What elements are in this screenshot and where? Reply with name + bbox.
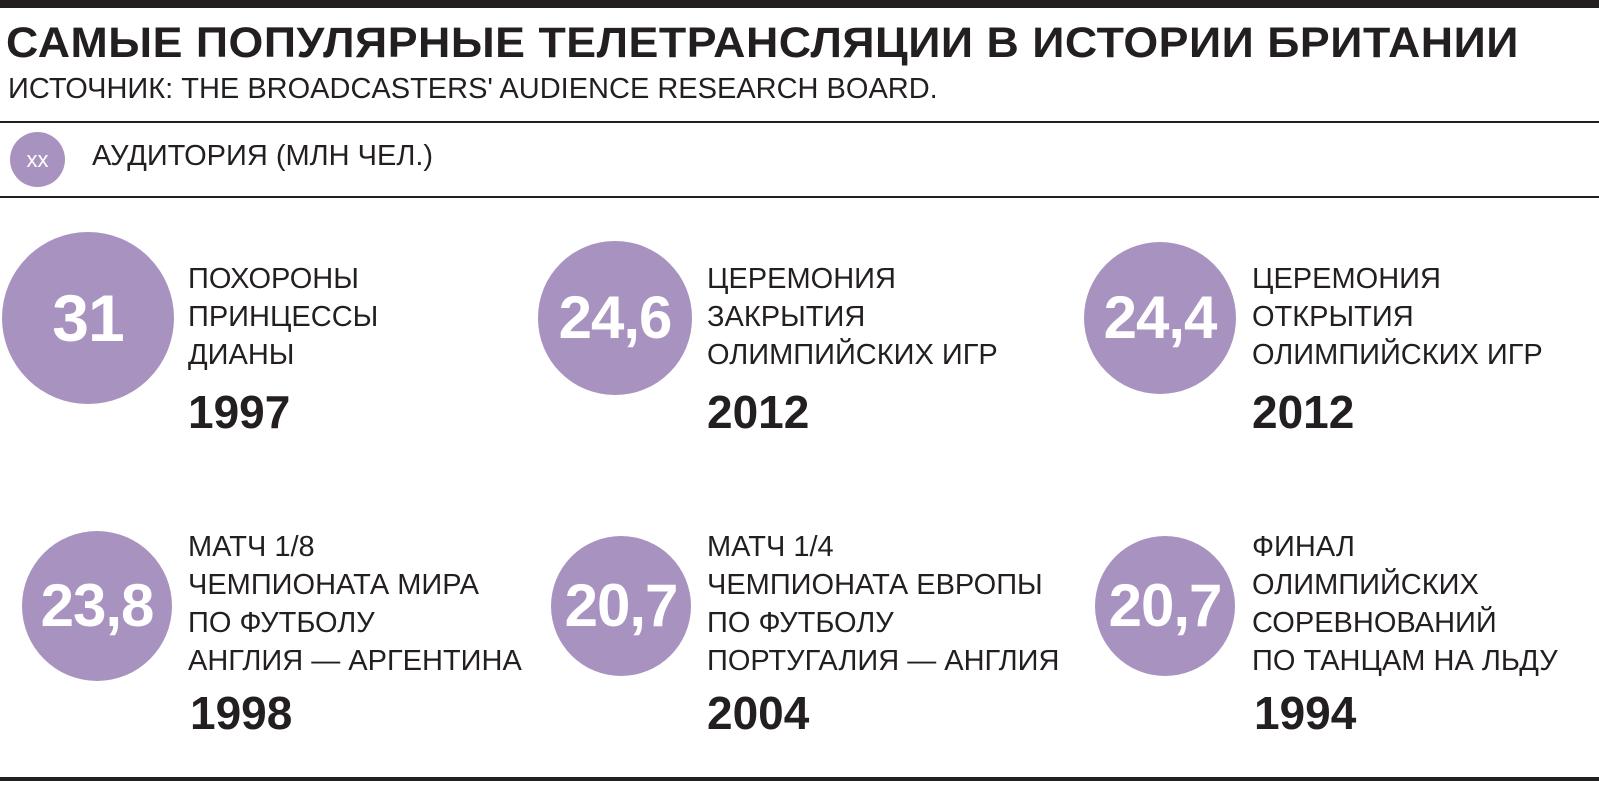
event-label-line: МАТЧ 1/4 [707, 531, 834, 563]
bubble-value-3: 23,8 [40, 572, 155, 640]
event-label-line: ПОХОРОНЫ [188, 263, 359, 295]
event-label-line: ФИНАЛ [1252, 531, 1355, 563]
top-rule [0, 0, 1599, 8]
event-label-1: ЦЕРЕМОНИЯ ЗАКРЫТИЯ ОЛИМПИЙСКИХ ИГР [707, 260, 998, 374]
event-year-1: 2012 [707, 386, 810, 438]
event-label-line: ЗАКРЫТИЯ [707, 301, 866, 333]
chart-title: САМЫЕ ПОПУЛЯРНЫЕ ТЕЛЕТРАНСЛЯЦИИ В ИСТОРИ… [6, 19, 1519, 67]
bubble-2: 24,4 [1083, 241, 1237, 395]
event-label-line: ЦЕРЕМОНИЯ [707, 263, 896, 295]
bubble-value-5: 20,7 [1108, 572, 1223, 640]
event-label-line: ОЛИМПИЙСКИХ [1252, 569, 1479, 601]
event-year-2: 2012 [1252, 386, 1355, 438]
bubble-3: 23,8 [21, 530, 173, 682]
event-label-line: ПО ФУТБОЛУ [188, 607, 375, 639]
event-label-line: ПРИНЦЕССЫ [188, 301, 379, 333]
event-label-line: ОТКРЫТИЯ [1252, 301, 1414, 333]
event-label-4: МАТЧ 1/4 ЧЕМПИОНАТА ЕВРОПЫ ПО ФУТБОЛУ ПОРТУ… [707, 528, 1059, 680]
event-label-line: ПОРТУГАЛИЯ — АНГЛИЯ [707, 645, 1060, 677]
event-label-line: СОРЕВНОВАНИЙ [1252, 607, 1497, 639]
legend-label: АУДИТОРИЯ (МЛН ЧЕЛ.) [92, 140, 434, 172]
bottom-rule [0, 777, 1599, 781]
event-label-2: ЦЕРЕМОНИЯ ОТКРЫТИЯ ОЛИМПИЙСКИХ ИГР [1252, 260, 1543, 374]
divider-legend [0, 196, 1599, 198]
event-year-5: 1994 [1254, 687, 1357, 739]
event-label-line: АНГЛИЯ — АРГЕНТИНА [188, 645, 522, 677]
event-label-line: ОЛИМПИЙСКИХ ИГР [1252, 339, 1543, 371]
bubble-4: 20,7 [550, 535, 692, 677]
bubble-5: 20,7 [1094, 535, 1236, 677]
bubble-value-2: 24,4 [1103, 284, 1218, 352]
divider-top [0, 121, 1599, 123]
event-year-0: 1997 [188, 386, 291, 438]
legend-swatch: xx [10, 132, 65, 187]
event-year-3: 1998 [190, 687, 293, 739]
event-label-0: ПОХОРОНЫ ПРИНЦЕССЫ ДИАНЫ [188, 260, 378, 374]
event-label-line: ПО ТАНЦАМ НА ЛЬДУ [1252, 645, 1558, 677]
event-year-4: 2004 [707, 687, 810, 739]
event-label-line: ЧЕМПИОНАТА ЕВРОПЫ [707, 569, 1043, 601]
event-label-5: ФИНАЛ ОЛИМПИЙСКИХ СОРЕВНОВАНИЙ ПО ТАНЦАМ НА… [1252, 528, 1558, 680]
bubble-1: 24,6 [538, 241, 692, 395]
bubble-0: 31 [2, 232, 174, 404]
event-label-3: МАТЧ 1/8 ЧЕМПИОНАТА МИРА ПО ФУТБОЛУ АНГЛИЯ … [188, 528, 522, 680]
event-label-line: ДИАНЫ [188, 339, 295, 371]
event-label-line: ОЛИМПИЙСКИХ ИГР [707, 339, 998, 371]
bubble-value-0: 31 [52, 281, 124, 355]
event-label-line: ЦЕРЕМОНИЯ [1252, 263, 1441, 295]
chart-source: ИСТОЧНИК: THE BROADCASTERS' AUDIENCE RES… [8, 73, 938, 105]
event-label-line: ЧЕМПИОНАТА МИРА [188, 569, 479, 601]
event-label-line: МАТЧ 1/8 [188, 531, 315, 563]
event-label-line: ПО ФУТБОЛУ [707, 607, 894, 639]
bubble-value-1: 24,6 [558, 284, 673, 352]
bubble-value-4: 20,7 [564, 572, 679, 640]
